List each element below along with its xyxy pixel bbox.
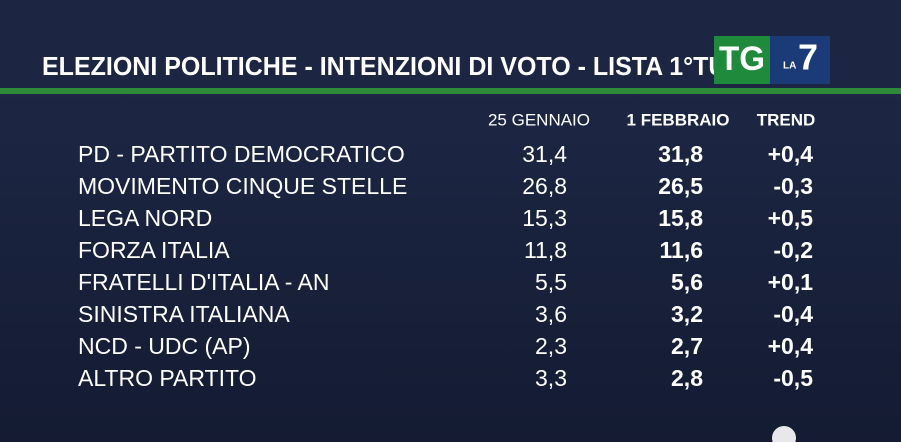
- logo-seven: 7: [798, 37, 818, 78]
- cell-value: -0,5: [773, 365, 813, 391]
- party-name: PD - PARTITO DEMOCRATICO: [78, 141, 405, 167]
- cell-value: 11,6: [660, 237, 704, 263]
- cell-value: +0,1: [768, 269, 814, 295]
- cell-value: 11,8: [524, 237, 567, 263]
- column-header: 1 FEBBRAIO: [627, 110, 730, 129]
- cell-value: 31,4: [522, 141, 567, 167]
- party-name: SINISTRA ITALIANA: [78, 301, 290, 327]
- party-name: ALTRO PARTITO: [78, 365, 257, 391]
- party-name: FRATELLI D'ITALIA - AN: [78, 269, 330, 295]
- table: 25 GENNAIO 1 FEBBRAIO TREND PD - PARTITO DE…: [78, 110, 815, 391]
- cell-value: 3,2: [671, 301, 703, 327]
- cell-value: -0,3: [773, 173, 813, 199]
- cell-value: 5,5: [535, 269, 567, 295]
- party-name: LEGA NORD: [78, 205, 212, 231]
- logo: TG LA 7: [714, 36, 830, 84]
- cell-value: 3,3: [535, 365, 567, 391]
- cell-value: 15,8: [658, 205, 703, 231]
- cell-value: 3,6: [535, 301, 567, 327]
- cell-value: 26,5: [658, 173, 703, 199]
- cell-value: -0,2: [773, 237, 813, 263]
- title: ELEZIONI POLITICHE - INTENZIONI DI VOTO …: [42, 51, 782, 81]
- column-header: TREND: [757, 110, 816, 129]
- cell-value: +0,5: [768, 205, 814, 231]
- logo-la7-box: [770, 36, 830, 84]
- cell-value: 5,6: [671, 269, 703, 295]
- party-name: NCD - UDC (AP): [78, 333, 251, 359]
- logo-la: LA: [783, 61, 796, 72]
- cell-value: 31,8: [658, 141, 703, 167]
- cell-value: 2,3: [535, 333, 567, 359]
- cell-value: 15,3: [522, 205, 567, 231]
- cell-value: +0,4: [768, 141, 814, 167]
- green-rule: [0, 88, 901, 94]
- logo-tg-box: [714, 36, 770, 84]
- cell-value: 26,8: [522, 173, 567, 199]
- party-name: FORZA ITALIA: [78, 237, 230, 263]
- logo-tg: TG: [719, 40, 765, 78]
- cell-value: -0,4: [773, 301, 813, 327]
- cell-value: +0,4: [768, 333, 814, 359]
- corner-dot: [772, 426, 796, 442]
- party-name: MOVIMENTO CINQUE STELLE: [78, 173, 407, 199]
- column-header: 25 GENNAIO: [488, 110, 590, 129]
- cell-value: 2,8: [671, 365, 703, 391]
- cell-value: 2,7: [671, 333, 703, 359]
